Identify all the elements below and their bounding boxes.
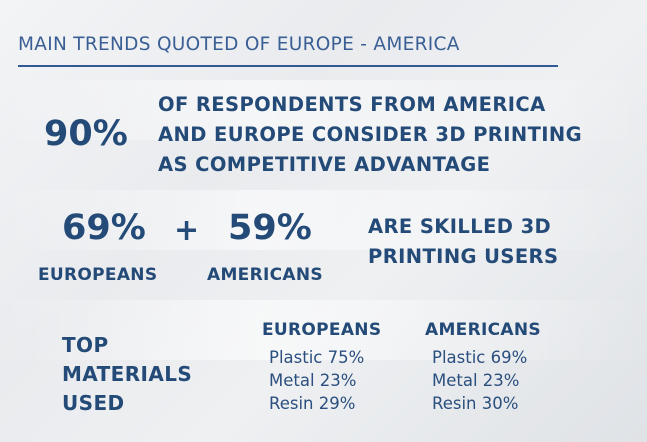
skilled-line: ARE SKILLED 3D [368,215,552,238]
skilled-line: PRINTING USERS [368,245,559,268]
headline-statement: OF RESPONDENTS FROM AMERICA AND EUROPE C… [158,90,582,180]
americans-materials-list: Plastic 69% Metal 23% Resin 30% [432,346,527,415]
headline-percent: 90% [44,114,128,154]
europeans-materials-list: Plastic 75% Metal 23% Resin 29% [269,346,364,415]
top-materials-line: USED [62,391,125,415]
headline-line: OF RESPONDENTS FROM AMERICA [158,93,546,116]
plus-sign: + [174,213,200,248]
page-title: MAIN TRENDS QUOTED OF EUROPE - AMERICA [18,34,460,55]
list-item: Plastic 75% [269,348,365,367]
top-materials-heading: TOP MATERIALS USED [62,331,192,418]
list-item: Resin 29% [269,394,356,413]
title-underline [18,65,558,67]
americans-materials-heading: AMERICANS [425,320,541,340]
headline-line: AS COMPETITIVE ADVANTAGE [158,153,491,176]
list-item: Metal 23% [432,371,520,390]
list-item: Resin 30% [432,394,519,413]
list-item: Plastic 69% [432,348,528,367]
skilled-statement: ARE SKILLED 3D PRINTING USERS [368,212,558,272]
headline-line: AND EUROPE CONSIDER 3D PRINTING [158,123,583,146]
americans-percent: 59% [228,208,312,248]
list-item: Metal 23% [269,371,357,390]
top-materials-line: TOP [62,333,109,357]
europeans-materials-heading: EUROPEANS [262,320,382,340]
top-materials-line: MATERIALS [62,362,193,386]
americans-label: AMERICANS [207,265,323,285]
europeans-label: EUROPEANS [38,265,158,285]
europeans-percent: 69% [62,208,146,248]
